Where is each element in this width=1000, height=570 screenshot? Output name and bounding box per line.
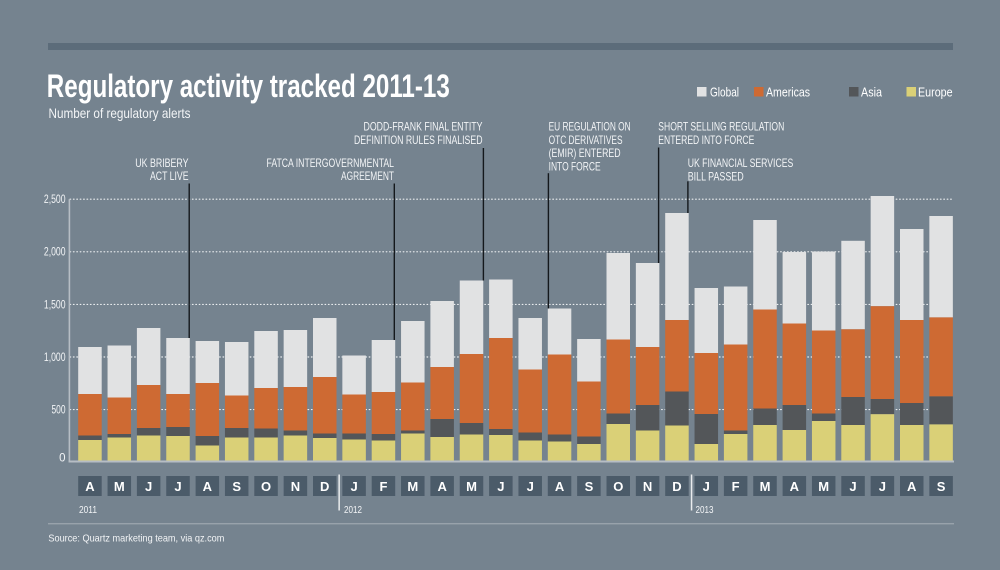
svg-text:2013: 2013 xyxy=(696,505,714,516)
svg-text:1,000: 1,000 xyxy=(44,352,66,364)
svg-text:1,500: 1,500 xyxy=(44,299,66,311)
svg-text:A: A xyxy=(203,479,213,494)
svg-text:S: S xyxy=(585,479,594,494)
svg-text:M: M xyxy=(114,479,125,494)
svg-text:J: J xyxy=(527,479,534,494)
svg-text:FATCA INTERGOVERNMENTAL: FATCA INTERGOVERNMENTAL xyxy=(267,156,395,170)
svg-text:M: M xyxy=(407,479,418,494)
svg-text:Europe: Europe xyxy=(918,84,953,99)
svg-text:O: O xyxy=(613,479,623,494)
svg-text:0: 0 xyxy=(59,453,65,465)
svg-text:D: D xyxy=(672,479,681,494)
svg-text:S: S xyxy=(937,479,946,494)
svg-text:J: J xyxy=(174,479,181,494)
svg-text:J: J xyxy=(145,479,152,494)
svg-text:UK FINANCIAL SERVICES: UK FINANCIAL SERVICES xyxy=(688,156,794,170)
svg-text:500: 500 xyxy=(52,405,66,417)
svg-text:2011: 2011 xyxy=(79,505,97,516)
svg-text:EU REGULATION ON: EU REGULATION ON xyxy=(549,119,631,133)
svg-text:J: J xyxy=(703,479,710,494)
svg-text:S: S xyxy=(232,479,241,494)
svg-text:ACT LIVE: ACT LIVE xyxy=(150,169,189,183)
svg-text:BILL PASSED: BILL PASSED xyxy=(688,169,744,183)
svg-text:M: M xyxy=(466,479,477,494)
svg-text:O: O xyxy=(261,479,271,494)
svg-text:J: J xyxy=(497,479,504,494)
svg-text:A: A xyxy=(790,479,800,494)
svg-text:F: F xyxy=(732,479,740,494)
svg-text:Asia: Asia xyxy=(861,84,883,99)
svg-text:J: J xyxy=(849,479,856,494)
svg-text:N: N xyxy=(291,479,300,494)
svg-text:D: D xyxy=(320,479,329,494)
svg-text:Americas: Americas xyxy=(766,84,810,99)
svg-text:M: M xyxy=(818,479,829,494)
svg-text:DEFINITION RULES FINALISED: DEFINITION RULES FINALISED xyxy=(354,133,483,147)
svg-text:A: A xyxy=(85,479,95,494)
svg-text:F: F xyxy=(379,479,387,494)
svg-text:SHORT SELLING REGULATION: SHORT SELLING REGULATION xyxy=(658,119,784,133)
svg-text:(EMIR) ENTERED: (EMIR) ENTERED xyxy=(549,146,621,160)
svg-text:A: A xyxy=(907,479,917,494)
svg-text:AGREEMENT: AGREEMENT xyxy=(341,169,394,183)
svg-text:M: M xyxy=(760,479,771,494)
svg-text:DODD-FRANK FINAL ENTITY: DODD-FRANK FINAL ENTITY xyxy=(364,120,483,134)
svg-text:J: J xyxy=(350,479,357,494)
svg-text:Global: Global xyxy=(710,84,739,99)
svg-text:ENTERED INTO FORCE: ENTERED INTO FORCE xyxy=(658,133,754,147)
svg-text:A: A xyxy=(555,479,565,494)
svg-text:2,000: 2,000 xyxy=(44,247,66,259)
svg-text:Regulatory activity tracked 20: Regulatory activity tracked 2011-13 xyxy=(47,68,450,104)
svg-text:OTC DERIVATIVES: OTC DERIVATIVES xyxy=(549,133,623,147)
svg-text:Number of regulatory alerts: Number of regulatory alerts xyxy=(49,105,191,121)
svg-text:2012: 2012 xyxy=(344,505,362,516)
svg-text:INTO FORCE: INTO FORCE xyxy=(549,160,601,174)
svg-text:N: N xyxy=(643,479,652,494)
svg-text:A: A xyxy=(437,479,447,494)
svg-text:J: J xyxy=(879,479,886,494)
svg-text:Source: Quartz marketing team,: Source: Quartz marketing team, via qz.co… xyxy=(48,533,224,545)
svg-text:UK BRIBERY: UK BRIBERY xyxy=(135,156,188,170)
svg-text:2,500: 2,500 xyxy=(44,194,66,206)
